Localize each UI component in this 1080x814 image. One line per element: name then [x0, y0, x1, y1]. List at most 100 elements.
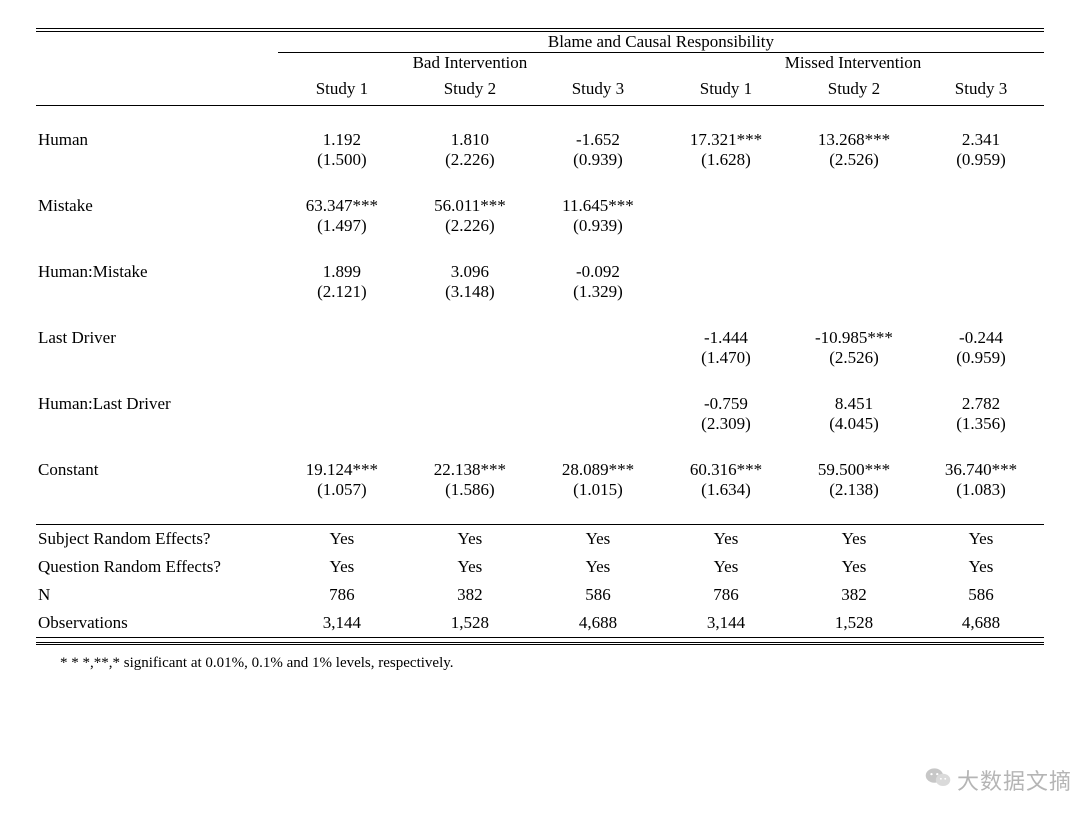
cell: 11.645*** — [534, 194, 662, 216]
cell: (1.500) — [278, 150, 406, 172]
cell — [406, 348, 534, 370]
cell: (1.057) — [278, 480, 406, 502]
cell — [534, 348, 662, 370]
cell: -10.985*** — [790, 326, 918, 348]
cell — [790, 194, 918, 216]
table-row: Question Random Effects? Yes Yes Yes Yes… — [36, 553, 1044, 581]
cell: (2.226) — [406, 150, 534, 172]
cell: 2.341 — [918, 128, 1044, 150]
cell — [278, 392, 406, 414]
cell: Yes — [790, 553, 918, 581]
table-row: Mistake 63.347*** 56.011*** 11.645*** — [36, 194, 1044, 216]
cell: 2.782 — [918, 392, 1044, 414]
cell: Yes — [278, 525, 406, 553]
cell: Yes — [406, 525, 534, 553]
cell: (1.628) — [662, 150, 790, 172]
cell: 36.740*** — [918, 458, 1044, 480]
cell: (0.939) — [534, 216, 662, 238]
cell: -1.652 — [534, 128, 662, 150]
cell — [790, 282, 918, 304]
cell: (2.121) — [278, 282, 406, 304]
table-row: Human:Last Driver -0.759 8.451 2.782 — [36, 392, 1044, 414]
cell: Yes — [918, 553, 1044, 581]
row-label: Mistake — [36, 194, 278, 216]
cell: 1,528 — [406, 609, 534, 638]
table-row: (1.497) (2.226) (0.939) — [36, 216, 1044, 238]
cell: (1.634) — [662, 480, 790, 502]
cell: (4.045) — [790, 414, 918, 436]
row-label: Human:Mistake — [36, 260, 278, 282]
table-footnote: * * *,**,* significant at 0.01%, 0.1% an… — [36, 645, 1044, 672]
cell: 3,144 — [662, 609, 790, 638]
table-row: (2.121) (3.148) (1.329) — [36, 282, 1044, 304]
table-row: Human 1.192 1.810 -1.652 17.321*** 13.26… — [36, 128, 1044, 150]
cell: (2.226) — [406, 216, 534, 238]
cell — [534, 414, 662, 436]
cell: (2.526) — [790, 150, 918, 172]
cell: 786 — [662, 581, 790, 609]
cell: 786 — [278, 581, 406, 609]
cell: Yes — [534, 553, 662, 581]
cell — [662, 216, 790, 238]
cell: (2.526) — [790, 348, 918, 370]
cell — [918, 194, 1044, 216]
table-row: Subject Random Effects? Yes Yes Yes Yes … — [36, 525, 1044, 553]
row-label: Observations — [36, 609, 278, 638]
cell: 22.138*** — [406, 458, 534, 480]
row-label: Subject Random Effects? — [36, 525, 278, 553]
table-row: (1.057) (1.586) (1.015) (1.634) (2.138) … — [36, 480, 1044, 502]
cell — [278, 326, 406, 348]
cell: -0.759 — [662, 392, 790, 414]
cell: -0.244 — [918, 326, 1044, 348]
cell: 3.096 — [406, 260, 534, 282]
row-label: Human:Last Driver — [36, 392, 278, 414]
cell: 1,528 — [790, 609, 918, 638]
col-header: Study 1 — [278, 73, 406, 106]
cell: 19.124*** — [278, 458, 406, 480]
cell: 1.192 — [278, 128, 406, 150]
cell: (1.356) — [918, 414, 1044, 436]
row-label: N — [36, 581, 278, 609]
cell: 28.089*** — [534, 458, 662, 480]
cell — [406, 414, 534, 436]
col-header: Study 1 — [662, 73, 790, 106]
table-row: N 786 382 586 786 382 586 — [36, 581, 1044, 609]
row-label: Last Driver — [36, 326, 278, 348]
cell: Yes — [790, 525, 918, 553]
cell — [278, 348, 406, 370]
cell: Yes — [662, 553, 790, 581]
cell: 63.347*** — [278, 194, 406, 216]
cell: 1.899 — [278, 260, 406, 282]
cell: 4,688 — [918, 609, 1044, 638]
cell: (1.470) — [662, 348, 790, 370]
table-row: (1.500) (2.226) (0.939) (1.628) (2.526) … — [36, 150, 1044, 172]
cell — [534, 326, 662, 348]
cell: 1.810 — [406, 128, 534, 150]
cell: (0.959) — [918, 348, 1044, 370]
cell: 17.321*** — [662, 128, 790, 150]
cell: (1.329) — [534, 282, 662, 304]
cell: Yes — [918, 525, 1044, 553]
cell — [406, 326, 534, 348]
table-row: (1.470) (2.526) (0.959) — [36, 348, 1044, 370]
cell: (2.138) — [790, 480, 918, 502]
cell — [790, 216, 918, 238]
table-row: Observations 3,144 1,528 4,688 3,144 1,5… — [36, 609, 1044, 638]
cell — [918, 260, 1044, 282]
cell: 382 — [406, 581, 534, 609]
cell — [406, 392, 534, 414]
cell: 56.011*** — [406, 194, 534, 216]
cell: -0.092 — [534, 260, 662, 282]
table-row: (2.309) (4.045) (1.356) — [36, 414, 1044, 436]
table-row: Constant 19.124*** 22.138*** 28.089*** 6… — [36, 458, 1044, 480]
cell: Yes — [406, 553, 534, 581]
cell: (0.959) — [918, 150, 1044, 172]
cell — [662, 282, 790, 304]
col-header: Study 2 — [406, 73, 534, 106]
cell: 382 — [790, 581, 918, 609]
regression-table: Blame and Causal Responsibility Bad Inte… — [36, 28, 1044, 645]
cell: Yes — [534, 525, 662, 553]
cell: 8.451 — [790, 392, 918, 414]
col-header: Study 3 — [534, 73, 662, 106]
cell: -1.444 — [662, 326, 790, 348]
